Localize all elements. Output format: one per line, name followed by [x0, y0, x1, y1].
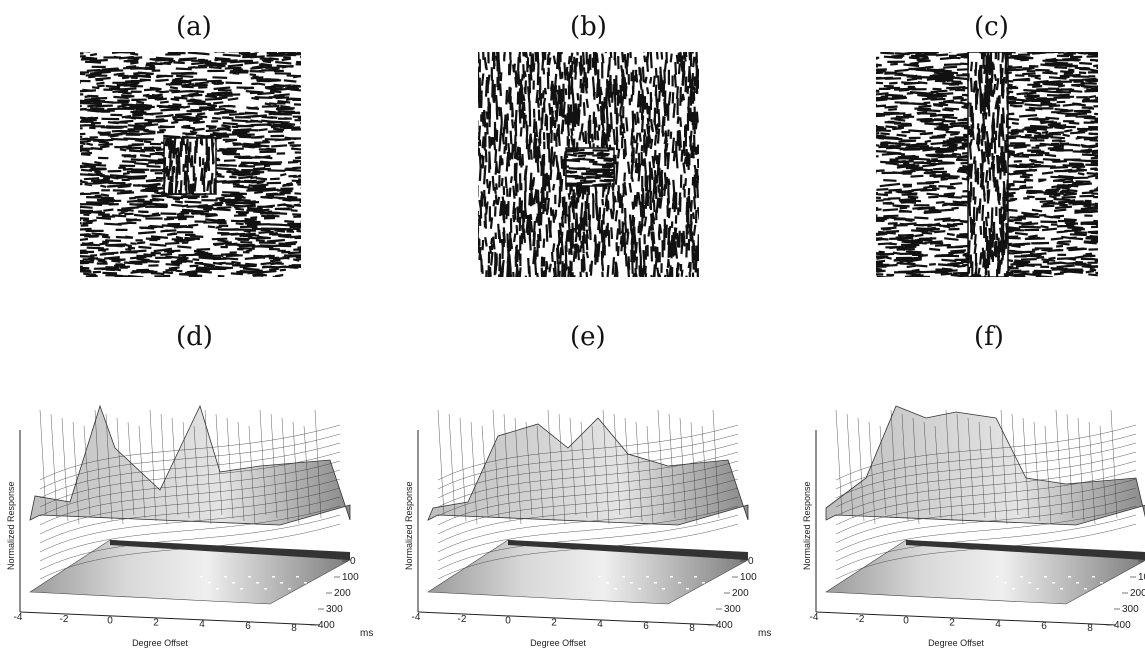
stimulus-c: [876, 52, 1098, 277]
xlabel: Degree Offset: [530, 638, 586, 648]
t-tick-label: 400: [318, 620, 335, 631]
x-tick-label: 8: [689, 623, 695, 634]
ylabel: Normalized Response: [404, 481, 414, 570]
xlabel: Degree Offset: [132, 638, 188, 648]
x-tick-label: -2: [856, 614, 865, 625]
t-tick-label: 100: [740, 572, 757, 583]
response-plot-f: Normalized Response -4 -2 0 2 4 6 8 Degree Offse…: [802, 405, 1145, 648]
t-tick-label: 300: [1122, 604, 1139, 615]
x-tick-label: -2: [60, 614, 69, 625]
caption-f: (f): [974, 322, 1004, 352]
x-tick-label: 0: [107, 616, 113, 627]
x-tick-label: 4: [597, 619, 603, 630]
response-plot-d: Normalized Response -4 -2 0 2 4 6 8 Degree Offse…: [6, 404, 373, 648]
t-unit-label: ms: [758, 628, 771, 639]
xlabel: Degree Offset: [928, 638, 984, 648]
x-tick-label: 0: [505, 616, 511, 627]
x-tick-label: 2: [949, 617, 955, 628]
ylabel: Normalized Response: [802, 481, 812, 570]
ylabel: Normalized Response: [6, 481, 16, 570]
x-tick-label: 6: [1041, 621, 1047, 632]
x-tick-label: 2: [153, 617, 159, 628]
x-tick-label: 2: [551, 617, 557, 628]
t-tick-label: 100: [342, 572, 359, 583]
x-tick-label: 6: [643, 621, 649, 632]
t-tick-label: 400: [716, 620, 733, 631]
caption-a: (a): [176, 12, 212, 42]
x-tick-label: -2: [458, 614, 467, 625]
t-tick-label: 100: [1138, 572, 1145, 583]
t-tick-label: 400: [1114, 620, 1131, 631]
caption-d: (d): [176, 322, 213, 352]
caption-c: (c): [974, 12, 1009, 42]
x-tick-label: -4: [14, 612, 23, 623]
x-tick-label: 8: [1087, 623, 1093, 634]
x-tick-label: -4: [412, 612, 421, 623]
t-tick-label: 200: [334, 588, 351, 599]
x-tick-label: 4: [995, 619, 1001, 630]
response-plot-e: Normalized Response -4 -2 0 2 4 6 8 Degree Offse…: [404, 409, 771, 648]
caption-e: (e): [570, 322, 606, 352]
caption-b: (b): [570, 12, 607, 42]
t-tick-label: 0: [748, 556, 754, 567]
t-tick-label: 0: [350, 556, 356, 567]
x-tick-label: 8: [291, 623, 297, 634]
t-tick-label: 300: [326, 604, 343, 615]
stimulus-b: [478, 52, 699, 277]
stimulus-a: [80, 52, 301, 277]
t-unit-label: ms: [360, 628, 373, 639]
x-tick-label: -4: [810, 612, 819, 623]
t-tick-label: 200: [732, 588, 749, 599]
t-tick-label: 300: [724, 604, 741, 615]
x-tick-label: 6: [245, 621, 251, 632]
x-tick-label: 0: [903, 616, 909, 627]
x-tick-label: 4: [199, 619, 205, 630]
t-tick-label: 200: [1130, 588, 1145, 599]
